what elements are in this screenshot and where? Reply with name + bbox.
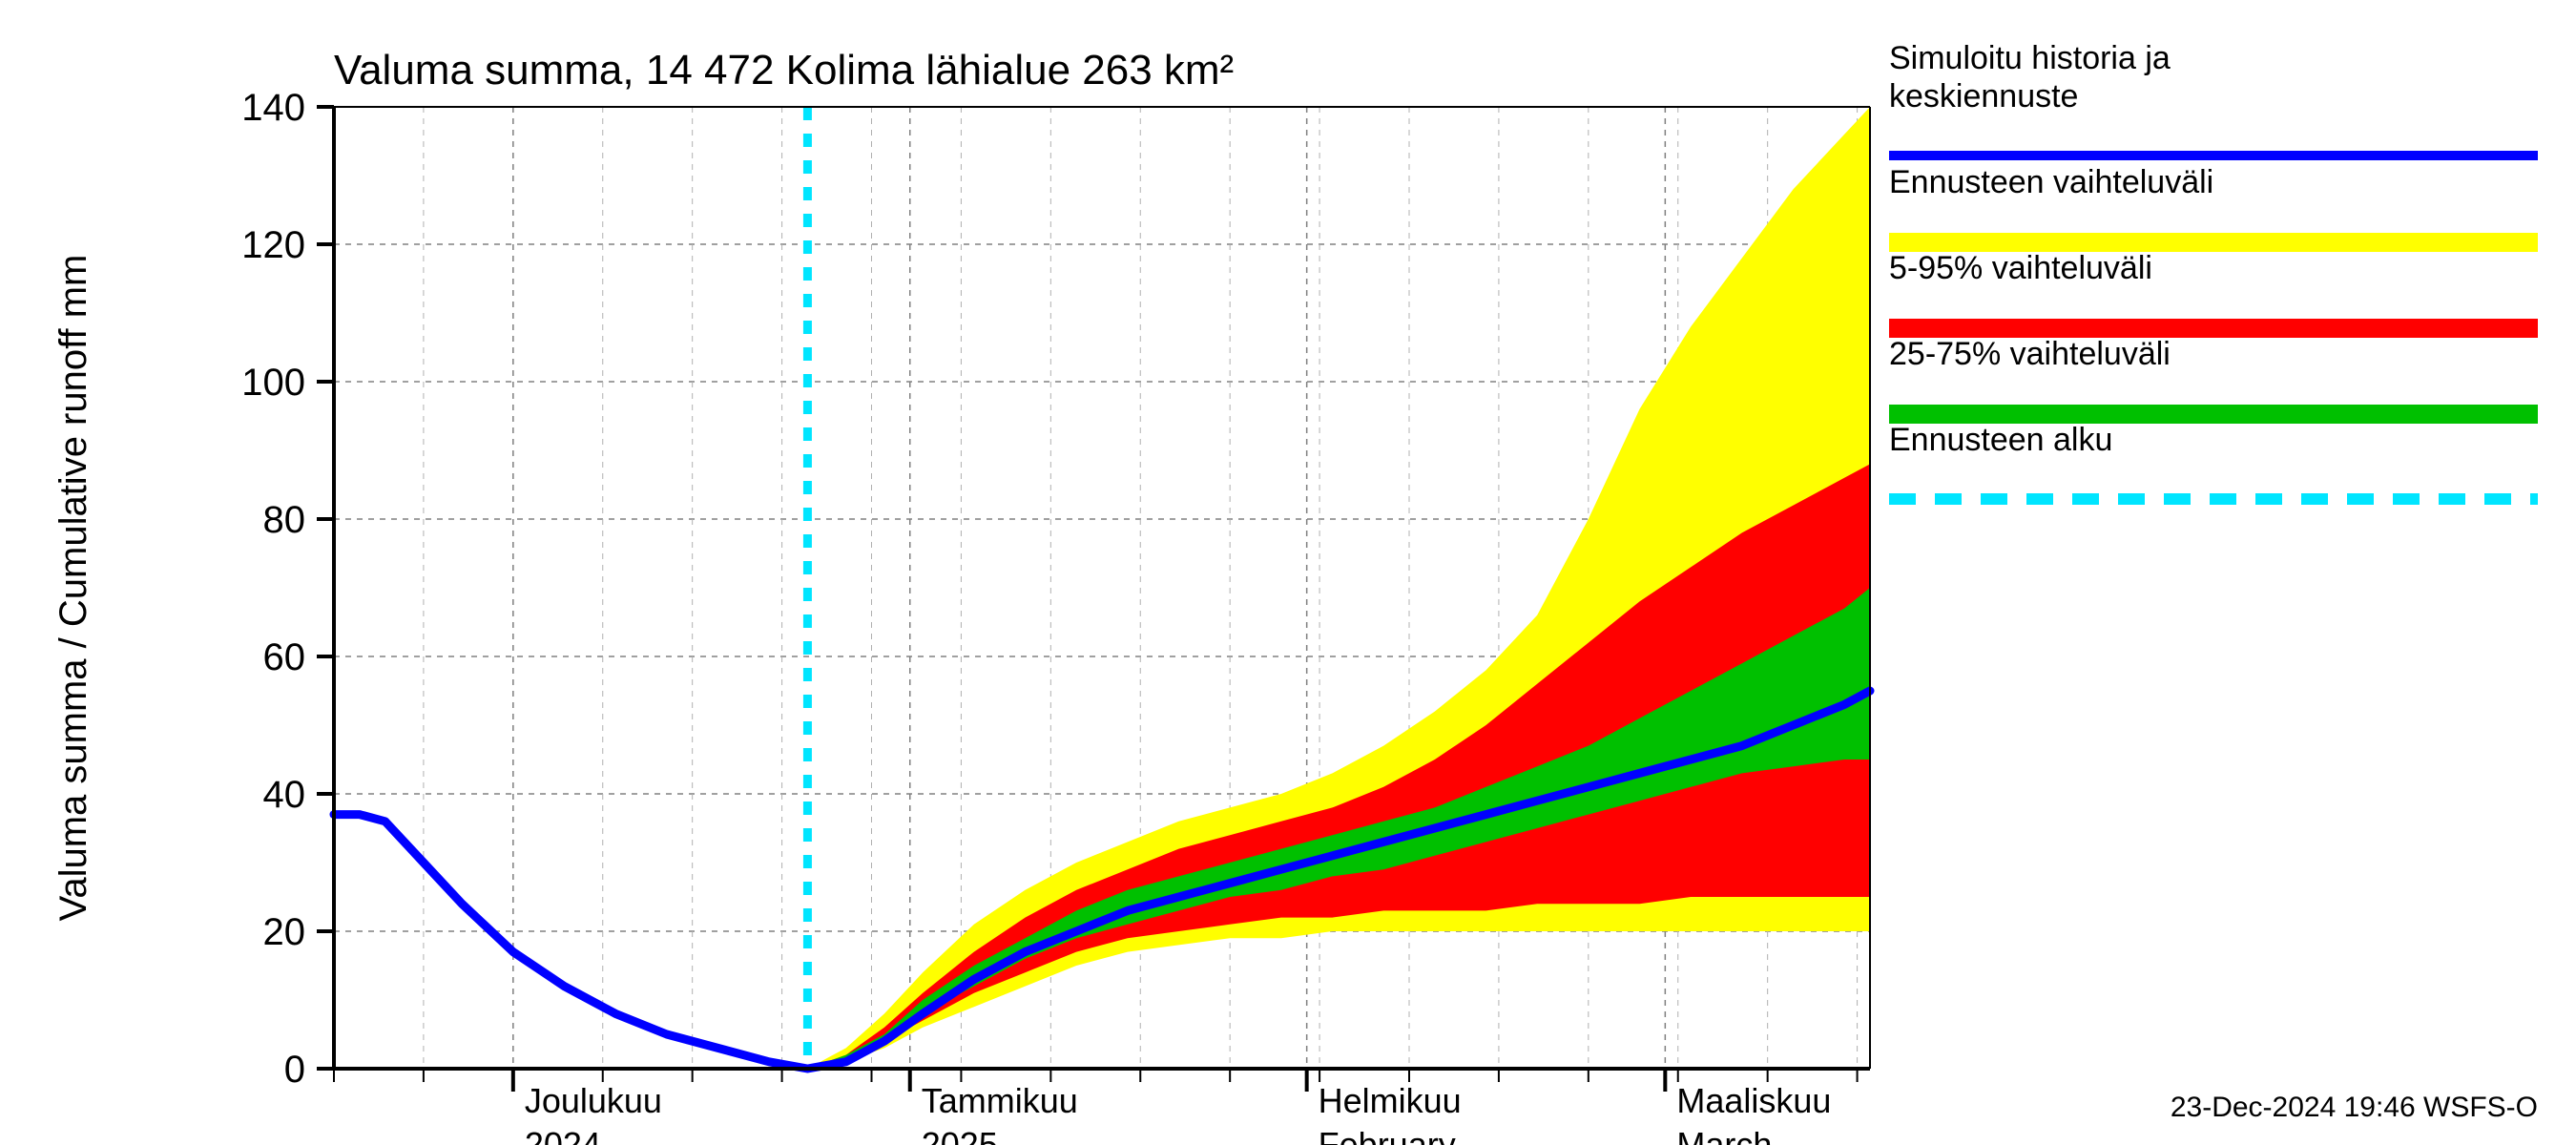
runoff-forecast-chart: 0 20 40 60 80 100 120 140 Joulukuu 2024 Tammikuu 20… <box>0 0 2576 1145</box>
y-tick-label: 140 <box>241 87 305 129</box>
legend-label: Ennusteen alku <box>1889 422 2112 458</box>
y-tick-label: 60 <box>263 636 306 678</box>
y-tick-label: 0 <box>284 1049 305 1091</box>
x-tick-label-2: February <box>1319 1125 1456 1145</box>
x-tick-label-1: Joulukuu <box>525 1081 662 1120</box>
legend-swatch <box>1889 319 2538 338</box>
legend-label: Simuloitu historia ja <box>1889 40 2171 76</box>
legend-swatch <box>1889 405 2538 424</box>
legend-swatch <box>1889 151 2538 160</box>
y-axis-label: Valuma summa / Cumulative runoff mm <box>52 255 94 922</box>
legend-label: Ennusteen vaihteluväli <box>1889 164 2213 200</box>
y-tick-label: 100 <box>241 362 305 404</box>
x-tick-label-1: Tammikuu <box>922 1081 1078 1120</box>
chart-title: Valuma summa, 14 472 Kolima lähialue 263… <box>334 47 1234 94</box>
chart-svg: 0 20 40 60 80 100 120 140 Joulukuu 2024 Tammikuu 20… <box>0 0 2576 1145</box>
y-tick-label: 40 <box>263 774 306 816</box>
chart-footer: 23-Dec-2024 19:46 WSFS-O <box>2171 1092 2538 1123</box>
legend-swatch <box>1889 233 2538 252</box>
legend-label: 25-75% vaihteluväli <box>1889 336 2171 372</box>
y-tick-label: 120 <box>241 224 305 266</box>
x-tick-label-2: 2024 <box>525 1125 601 1145</box>
x-tick-label-2: March <box>1676 1125 1772 1145</box>
legend-label: keskiennuste <box>1889 78 2078 114</box>
x-tick-label-1: Maaliskuu <box>1676 1081 1831 1120</box>
y-tick-label: 80 <box>263 499 306 541</box>
x-tick-label-1: Helmikuu <box>1319 1081 1462 1120</box>
legend-label: 5-95% vaihteluväli <box>1889 250 2152 286</box>
y-tick-label: 20 <box>263 911 306 953</box>
x-tick-label-2: 2025 <box>922 1125 998 1145</box>
